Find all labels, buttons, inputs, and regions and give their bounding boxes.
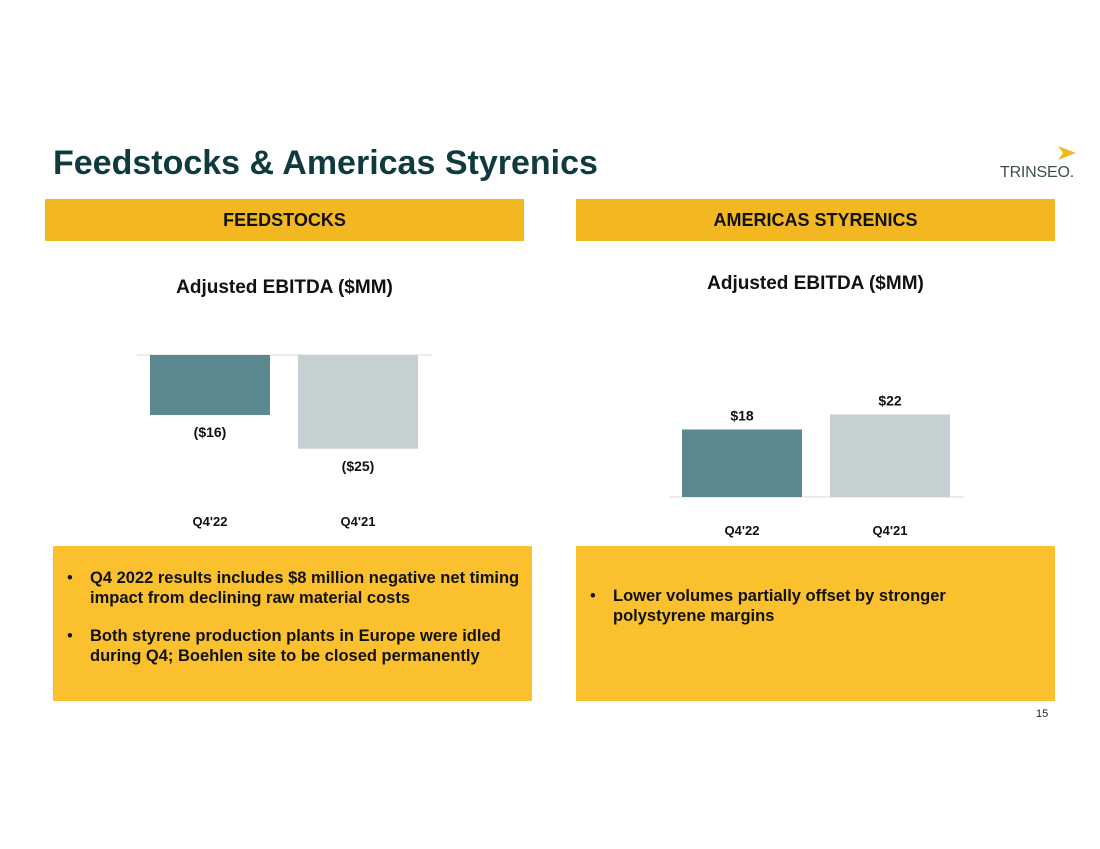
chart-title-americas-styrenics: Adjusted EBITDA ($MM) [707,273,924,294]
logo-arrow-icon [1058,146,1076,160]
bullet-text: Q4 2022 results includes $8 million nega… [90,569,520,607]
bullet-icon: • [67,627,73,645]
category-label: Q4'21 [341,514,376,529]
feedstocks-bullet-list: • Q4 2022 results includes $8 million neg… [67,568,520,666]
feedstocks-ebitda-chart: ($16) Q4'22 ($25) Q4'21 [137,354,432,529]
americas-styrenics-ebitda-chart: $18 Q4'22 $22 Q4'21 [669,393,964,538]
americas-styrenics-notes: • Lower volumes partially offset by stron… [576,546,1055,701]
panel-header-americas-styrenics: AMERICAS STYRENICS [576,199,1055,241]
trinseo-logo: TRINSEO. [1000,146,1080,186]
bar-q422 [682,429,802,497]
value-label: ($25) [342,458,375,474]
logo-text: TRINSEO. [1000,164,1074,181]
bullet-text: Lower volumes partially offset by strong… [613,587,946,625]
chart-title-feedstocks: Adjusted EBITDA ($MM) [176,277,393,298]
bullet-icon: • [67,569,73,587]
americas-styrenics-bullet-list: • Lower volumes partially offset by stron… [590,586,1043,626]
feedstocks-notes: • Q4 2022 results includes $8 million neg… [53,546,532,701]
bullet-item: • Both styrene production plants in Europ… [67,626,520,666]
bullet-item: • Q4 2022 results includes $8 million neg… [67,568,520,608]
bar-q421 [830,414,950,497]
category-label: Q4'22 [725,523,760,538]
bar-q421 [298,355,418,449]
slide-title: Feedstocks & Americas Styrenics [53,144,598,182]
bullet-item: • Lower volumes partially offset by stron… [590,586,1043,626]
value-label: $18 [730,408,754,424]
value-label: $22 [878,393,902,409]
panel-header-label: AMERICAS STYRENICS [713,209,918,230]
bullet-text: Both styrene production plants in Europe… [90,627,501,665]
bar-q422 [150,355,270,415]
value-label: ($16) [194,424,227,440]
category-label: Q4'21 [873,523,908,538]
panel-header-label: FEEDSTOCKS [223,209,346,230]
category-label: Q4'22 [193,514,228,529]
panel-header-feedstocks: FEEDSTOCKS [45,199,524,241]
bullet-icon: • [590,587,596,605]
page-number: 15 [1036,708,1049,720]
